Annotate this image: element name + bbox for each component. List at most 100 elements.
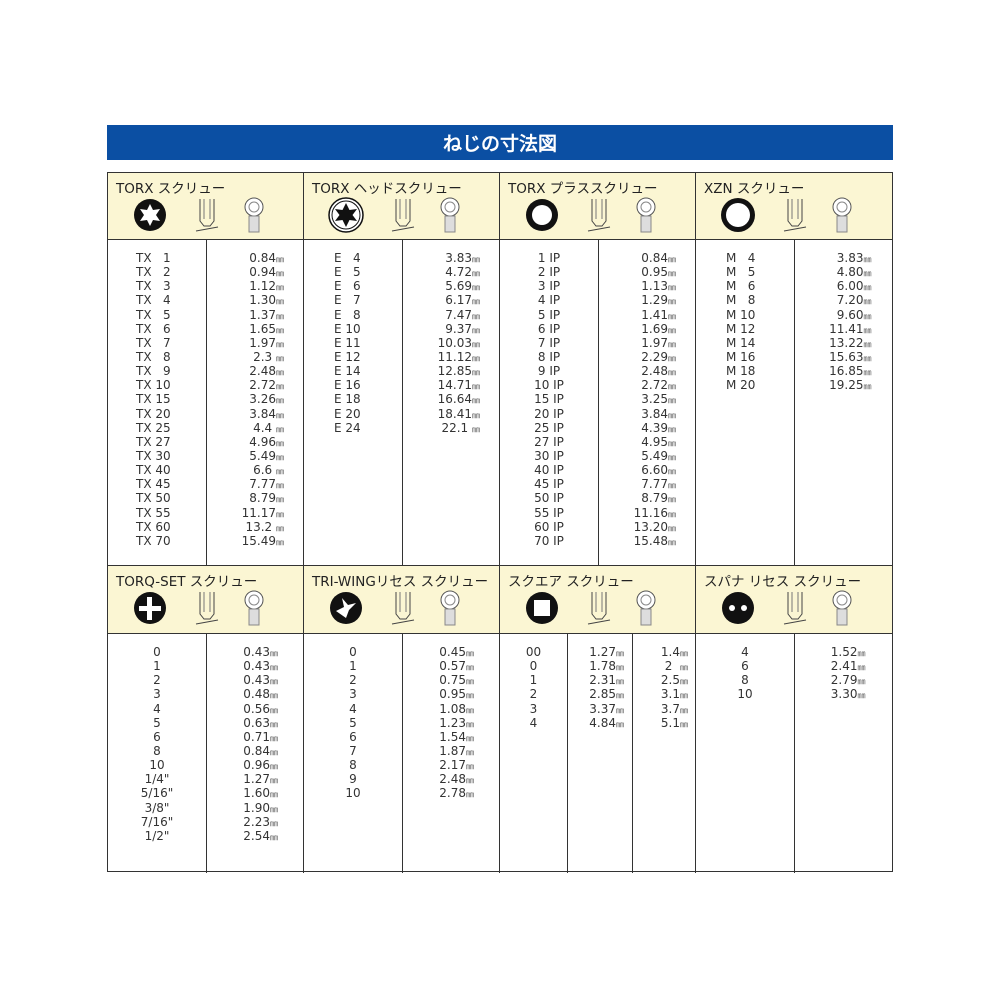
value-text: 4.80	[836, 265, 864, 280]
unit-mm: ㎜	[270, 733, 278, 743]
value-text: 2.48	[439, 772, 466, 787]
square-tip-icon	[526, 592, 558, 624]
unit-mm: ㎜	[270, 691, 278, 701]
dimension-value: 8.79㎜	[599, 491, 696, 505]
size-label: 3/8"	[108, 801, 206, 815]
size-label: E 18	[304, 392, 402, 406]
value-text: 1.27	[589, 645, 616, 659]
dimension-value: 5.49㎜	[599, 449, 696, 463]
panel-body: 0 1 2 3 4 5 6 7 8 9 10 0.45㎜ 0.57㎜ 0.75㎜ 0.95㎜ 1.08㎜ 1.2…	[304, 633, 499, 873]
size-text: M 18	[726, 364, 756, 379]
size-label: 1/4"	[108, 772, 206, 786]
dimension-value: 1.08㎜	[403, 702, 500, 716]
size-text: 0	[529, 659, 538, 674]
unit-mm: ㎜	[668, 297, 676, 307]
size-label: 2	[304, 673, 402, 687]
size-label: 6 IP	[500, 322, 598, 336]
value-text: 10.03	[437, 335, 472, 350]
size-label: 7	[304, 744, 402, 758]
dimension-value: 1.97㎜	[599, 336, 696, 350]
dimension-value: 6.6 ㎜	[207, 463, 304, 477]
size-label: TX 40	[108, 463, 206, 477]
value-text: 7.20	[836, 293, 864, 308]
value-text: 16.85	[829, 364, 864, 379]
size-label: 4	[500, 716, 567, 730]
value-text: 2.48	[641, 364, 668, 379]
size-label: 1/2"	[108, 829, 206, 843]
size-label: M 20	[696, 378, 794, 392]
value-text: 4.96	[249, 434, 276, 449]
value-text: 2	[664, 659, 680, 674]
dimension-value: 5.1㎜	[633, 716, 696, 730]
value-text: 2.3	[253, 349, 276, 364]
value-text: 13.2	[245, 519, 276, 534]
size-label: 1	[500, 673, 567, 687]
value-text: 1.52	[830, 645, 858, 659]
dimension-value: 3.83㎜	[795, 251, 892, 265]
dimension-value: 0.48㎜	[207, 687, 304, 701]
value-text: 2.72	[249, 378, 276, 393]
size-text: 27 IP	[534, 434, 564, 449]
unit-mm: ㎜	[680, 649, 688, 658]
unit-mm: ㎜	[668, 382, 676, 392]
size-label: TX 5	[108, 308, 206, 322]
dimension-value: 1.54㎜	[403, 730, 500, 744]
unit-mm: ㎜	[276, 523, 284, 533]
dimension-value: 7.77㎜	[599, 477, 696, 491]
size-text: 4	[529, 715, 538, 730]
unit-mm: ㎜	[270, 677, 278, 687]
unit-mm: ㎜	[616, 691, 624, 701]
unit-mm: ㎜	[270, 663, 278, 673]
unit-mm: ㎜	[472, 269, 480, 279]
value-text: 4.84	[589, 715, 616, 730]
size-label: 60 IP	[500, 520, 598, 534]
size-label: 4 IP	[500, 293, 598, 307]
size-label: M 4	[696, 251, 794, 265]
unit-mm: ㎜	[466, 705, 474, 715]
size-text: 45 IP	[534, 477, 564, 492]
dimension-value: 4.39㎜	[599, 421, 696, 435]
size-label: TX 27	[108, 435, 206, 449]
unit-mm: ㎜	[863, 269, 872, 279]
unit-mm: ㎜	[863, 339, 872, 349]
size-label: TX 8	[108, 350, 206, 364]
value-text: 5.1	[660, 715, 680, 730]
dimension-value: 2.3 ㎜	[207, 350, 304, 364]
size-label: TX 45	[108, 477, 206, 491]
value-text: 2.79	[830, 673, 858, 688]
dimension-value: 4.4 ㎜	[207, 421, 304, 435]
dimension-value: 19.25㎜	[795, 378, 892, 392]
size-label: 5	[304, 716, 402, 730]
dimension-value: 1.78㎜	[568, 659, 632, 673]
dimension-value: 11.17㎜	[207, 506, 304, 520]
unit-mm: ㎜	[466, 776, 474, 786]
size-label: E 8	[304, 308, 402, 322]
panel-header: TORQ-SET スクリュー	[108, 566, 303, 634]
dimension-value: 2.17㎜	[403, 758, 500, 772]
size-text: 0	[153, 645, 161, 659]
size-text: E 24	[334, 420, 361, 435]
value-text: 0.94	[249, 265, 276, 280]
value-text: 2.85	[589, 687, 616, 702]
dimension-value: 0.63㎜	[207, 716, 304, 730]
unit-mm: ㎜	[276, 424, 284, 434]
dimension-value: 2.78㎜	[403, 786, 500, 800]
dimension-value: 2.85㎜	[568, 687, 632, 701]
unit-mm: ㎜	[270, 747, 278, 757]
unit-mm: ㎜	[472, 311, 480, 321]
unit-mm: ㎜	[668, 424, 676, 434]
panel-title: TRI-WINGリセス スクリュー	[312, 574, 489, 590]
unit-mm: ㎜	[276, 339, 284, 349]
screw-panel: スパナ リセス スクリュー 4 6 8 10 1.52㎜ 2.41㎜ 2.79㎜ 3.30㎜	[696, 566, 892, 873]
size-label: E 24	[304, 421, 402, 435]
dimension-column: 1.4㎜ 2 ㎜ 2.5㎜ 3.1㎜ 3.7㎜ 5.1㎜	[632, 633, 696, 873]
unit-mm: ㎜	[472, 424, 480, 434]
unit-mm: ㎜	[616, 677, 624, 687]
value-text: 0.56	[243, 701, 270, 716]
dimension-value: 1.90㎜	[207, 801, 304, 815]
dimension-value: 0.84㎜	[599, 251, 696, 265]
size-text: 10	[345, 786, 361, 801]
dimension-value: 11.41㎜	[795, 322, 892, 336]
value-text: 15.63	[829, 349, 864, 364]
size-text: 10 IP	[534, 378, 564, 393]
